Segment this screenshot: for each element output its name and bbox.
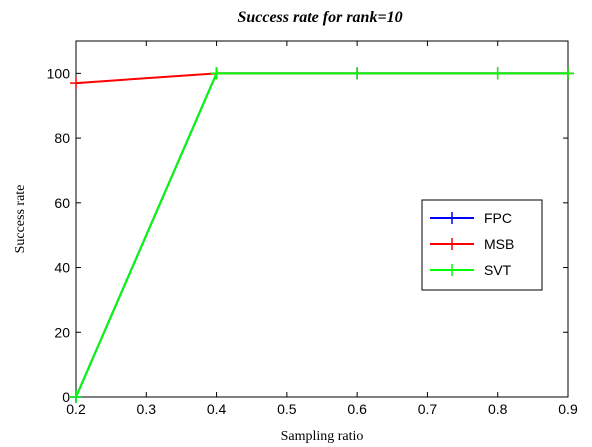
axis-ticks: 0.2 0.3 0.4 0.5 0.6 0.7 0.8 0.9 0 20 40 60 80 100 — [47, 41, 578, 417]
legend-item-fpc: FPC — [430, 210, 512, 226]
y-tick-label: 20 — [54, 324, 70, 340]
data-point-msb — [70, 77, 82, 90]
legend-label: FPC — [484, 210, 512, 226]
x-tick-label: 0.6 — [347, 401, 367, 417]
legend-label: MSB — [484, 236, 514, 252]
data-point-svt — [210, 67, 223, 80]
data-point-svt — [351, 67, 364, 80]
y-tick-label: 40 — [54, 260, 70, 276]
legend-item-msb: MSB — [430, 236, 514, 252]
y-tick-label: 60 — [54, 195, 70, 211]
y-tick-label: 80 — [54, 130, 70, 146]
data-point-svt — [70, 391, 82, 403]
y-axis-label: Success rate — [13, 185, 28, 254]
legend: FPC MSB SVT — [421, 199, 543, 291]
x-tick-label: 0.9 — [558, 401, 578, 417]
data-point-svt — [562, 67, 574, 80]
x-tick-label: 0.3 — [137, 401, 157, 417]
x-tick-label: 0.2 — [66, 401, 86, 417]
x-tick-label: 0.4 — [207, 401, 227, 417]
x-tick-label: 0.8 — [488, 401, 508, 417]
chart-title: Success rate for rank=10 — [237, 9, 402, 26]
legend-item-svt: SVT — [430, 262, 512, 278]
legend-label: SVT — [484, 262, 512, 278]
x-tick-label: 0.5 — [277, 401, 297, 417]
y-tick-label: 100 — [47, 65, 71, 81]
data-point-svt — [491, 67, 504, 80]
data-series — [70, 67, 574, 403]
x-axis-label: Sampling ratio — [281, 429, 364, 444]
x-tick-label: 0.7 — [418, 401, 438, 417]
y-tick-label: 0 — [62, 389, 70, 405]
